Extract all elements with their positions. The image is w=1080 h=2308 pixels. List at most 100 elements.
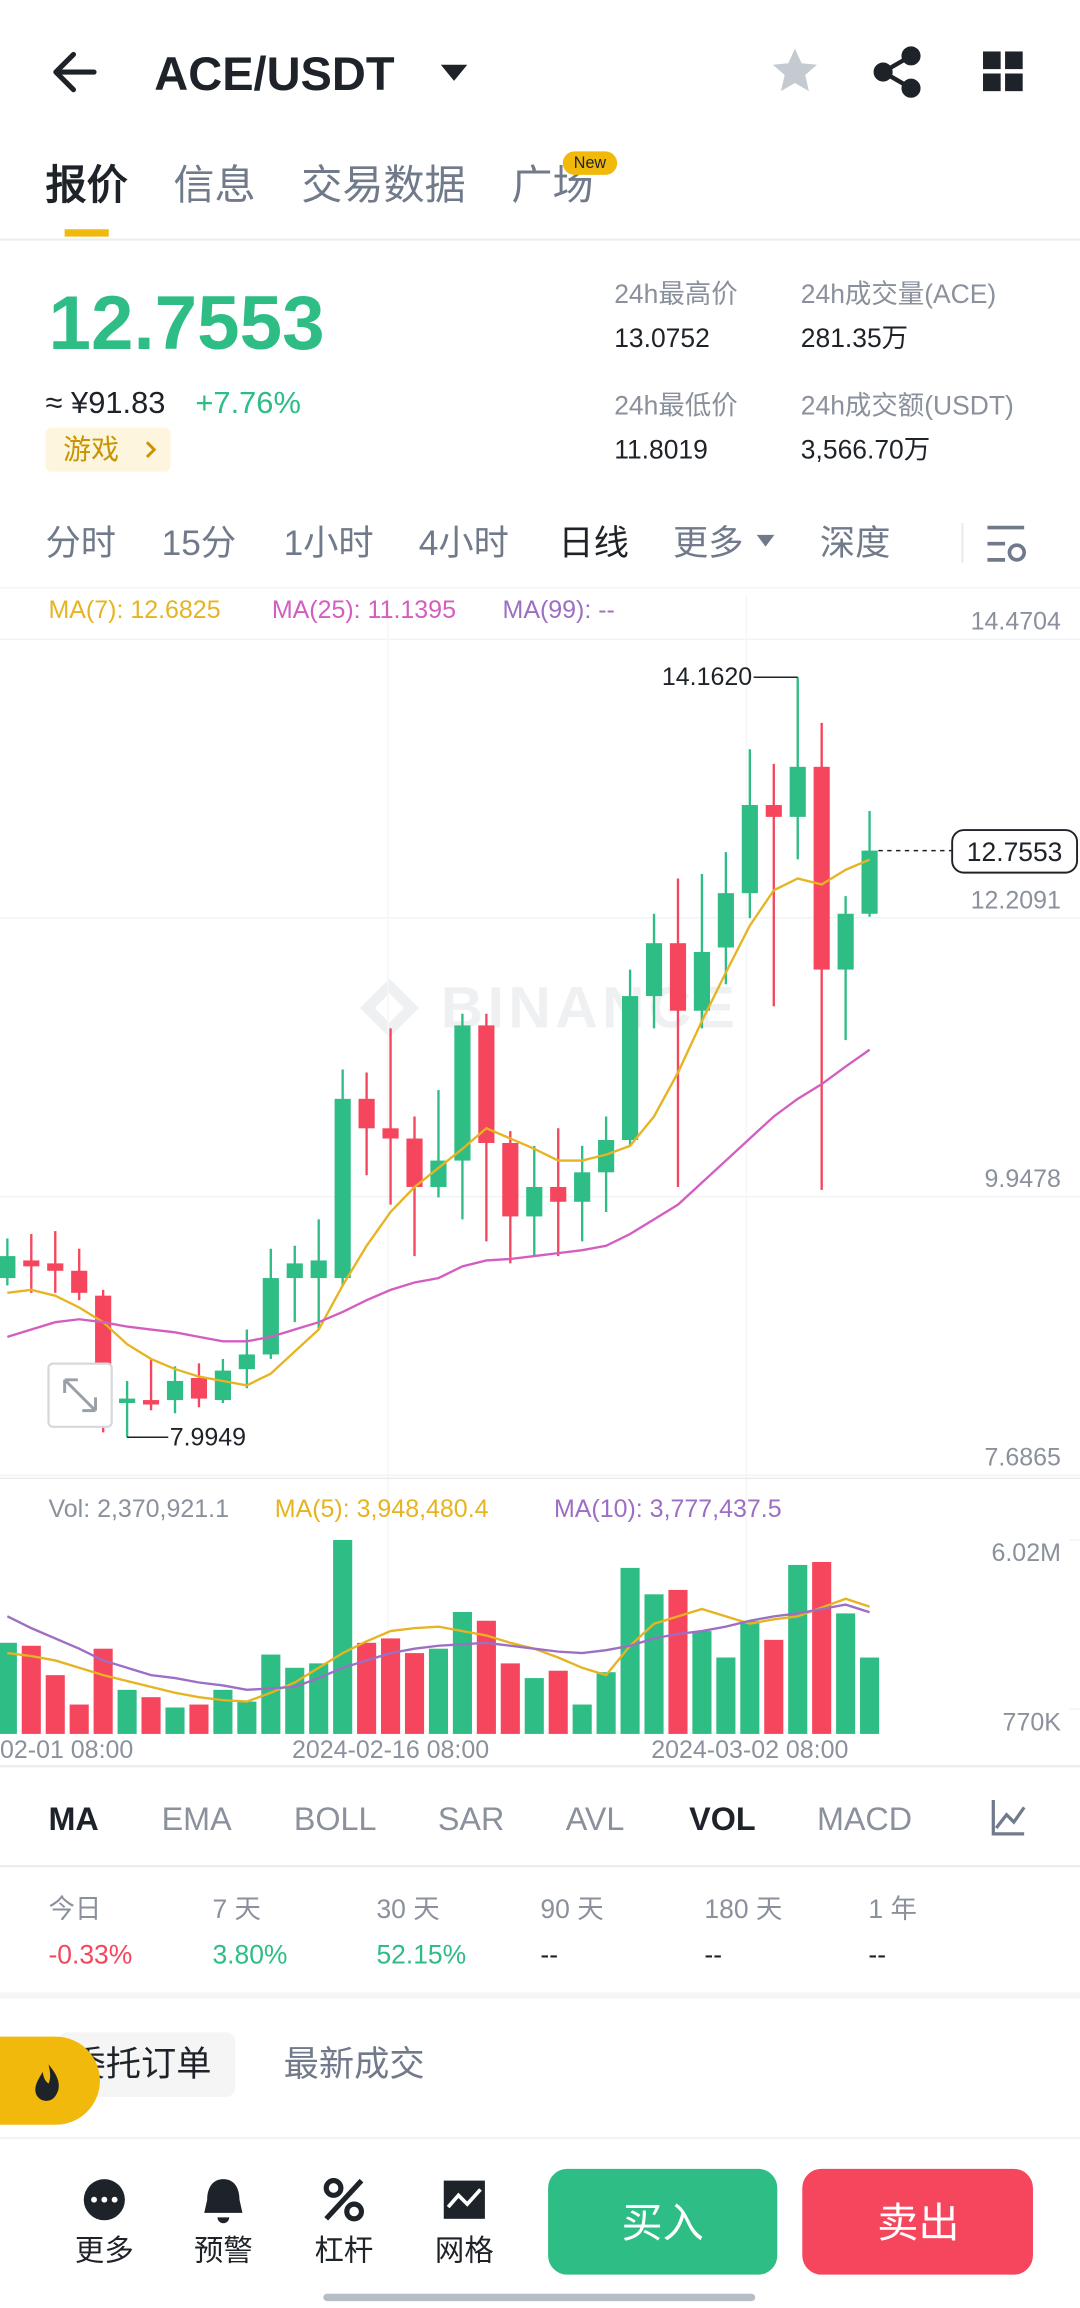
tab[interactable]: 报价 xyxy=(46,162,129,208)
indicator-tab[interactable]: SAR xyxy=(438,1801,504,1837)
last-price: 12.7553 xyxy=(48,281,324,366)
volume-bar xyxy=(452,1611,472,1734)
favorite-star[interactable] xyxy=(772,48,817,92)
volume-bar xyxy=(428,1648,449,1734)
stat-label: 24h最高价 xyxy=(614,279,737,309)
volume-bar xyxy=(860,1657,880,1734)
margin-icon[interactable] xyxy=(323,2178,365,2222)
interval-tab[interactable]: 15分 xyxy=(162,524,236,563)
interval-tab[interactable]: 更多 xyxy=(673,524,743,563)
last-price-box xyxy=(951,829,1079,874)
candle-body xyxy=(238,1354,255,1370)
grid-icon[interactable] xyxy=(443,2180,485,2219)
volume-bar xyxy=(692,1631,712,1734)
ma-line xyxy=(7,1048,871,1343)
candle-body xyxy=(598,1140,615,1173)
expand-button[interactable] xyxy=(47,1362,113,1428)
candle-body xyxy=(693,951,711,1011)
interval-tab[interactable]: 深度 xyxy=(820,524,891,563)
candle-body xyxy=(861,850,878,914)
candle-body xyxy=(837,913,854,970)
category-tag-text[interactable]: 游戏 xyxy=(63,434,119,465)
low-label: 7.9949 xyxy=(170,1423,246,1451)
indicator-tab[interactable]: VOL xyxy=(689,1801,755,1837)
performance-value: -- xyxy=(868,1939,886,1969)
performance-value: -- xyxy=(704,1939,722,1969)
volume-bar xyxy=(117,1689,137,1734)
candle-body xyxy=(334,1098,351,1279)
home-indicator xyxy=(323,2293,756,2302)
x-tick-label: 02-01 08:00 xyxy=(0,1736,133,1764)
volume-bar xyxy=(524,1678,544,1734)
volume-bar xyxy=(333,1539,353,1734)
candle-body xyxy=(789,766,806,817)
interval-tab[interactable]: 4小时 xyxy=(419,524,509,563)
candle-body xyxy=(406,1138,423,1187)
volume-bar xyxy=(740,1620,760,1734)
tag-chevron xyxy=(145,441,157,459)
nav-label[interactable]: 网格 xyxy=(435,2235,494,2268)
volume-bar xyxy=(668,1589,688,1734)
volume-ma-line xyxy=(7,1597,870,1703)
volume-bar xyxy=(404,1653,425,1734)
high-label: 14.1620 xyxy=(662,663,752,691)
buy-button-text[interactable]: 买入 xyxy=(622,2200,704,2246)
y-tick-label: 14.4704 xyxy=(971,608,1061,636)
indicator-tab[interactable]: MA xyxy=(48,1801,98,1837)
more-dropdown[interactable] xyxy=(756,534,775,547)
candle-body xyxy=(71,1270,88,1293)
more-icon[interactable] xyxy=(83,2179,125,2221)
performance-value: 52.15% xyxy=(376,1939,466,1969)
nav-label[interactable]: 更多 xyxy=(75,2235,134,2268)
last-price-label: 12.7553 xyxy=(967,837,1063,867)
indicator-settings[interactable] xyxy=(991,1800,1026,1836)
stat-value: 3,566.70万 xyxy=(801,435,930,465)
nav-label[interactable]: 杠杆 xyxy=(314,2235,373,2268)
volume-bar xyxy=(213,1689,233,1734)
volume-bar xyxy=(764,1639,784,1734)
volume-bar xyxy=(644,1594,664,1734)
candle-body xyxy=(262,1278,279,1355)
volume-bar xyxy=(500,1663,520,1734)
nav-label[interactable]: 预警 xyxy=(194,2235,253,2268)
performance-value: 3.80% xyxy=(212,1939,287,1969)
sell-button[interactable] xyxy=(802,2168,1033,2275)
volume-bar xyxy=(381,1638,401,1734)
volume-bar xyxy=(620,1567,640,1734)
candle-body xyxy=(550,1186,567,1202)
share-button[interactable] xyxy=(873,46,921,98)
volume-bar xyxy=(165,1707,185,1734)
interval-tab[interactable]: 分时 xyxy=(46,524,117,563)
sell-button-text[interactable]: 卖出 xyxy=(877,2200,959,2246)
indicator-tab[interactable]: AVL xyxy=(566,1801,625,1837)
order-tab[interactable]: 最新成交 xyxy=(284,2045,425,2084)
tab[interactable]: 信息 xyxy=(173,162,255,208)
pair-title[interactable]: ACE/USDT xyxy=(154,47,395,100)
back-button[interactable] xyxy=(53,51,97,93)
chart-settings[interactable] xyxy=(987,525,1026,562)
indicator-tab[interactable]: EMA xyxy=(162,1801,232,1837)
candle-body xyxy=(358,1098,375,1129)
indicator-tab[interactable]: MACD xyxy=(817,1801,912,1837)
indicator-tab[interactable]: BOLL xyxy=(294,1801,377,1837)
change-percent: +7.76% xyxy=(195,385,300,420)
tab[interactable]: 交易数据 xyxy=(301,162,466,208)
y-tick-label: 12.2091 xyxy=(971,886,1061,914)
stat-label: 24h最低价 xyxy=(614,391,737,421)
layout-button[interactable] xyxy=(983,51,1023,92)
candle-body xyxy=(382,1128,399,1139)
performance-value: -0.33% xyxy=(48,1939,132,1969)
volume-bar xyxy=(21,1645,41,1734)
fire-icon xyxy=(35,2064,59,2101)
pair-dropdown[interactable] xyxy=(440,64,468,81)
alert-icon[interactable] xyxy=(204,2179,243,2224)
buy-button[interactable] xyxy=(548,2168,778,2275)
volume-bar xyxy=(788,1564,808,1734)
interval-tab[interactable]: 1小时 xyxy=(284,524,374,563)
order-tab-active[interactable] xyxy=(58,2032,236,2097)
candle-body xyxy=(166,1380,184,1401)
category-tag[interactable] xyxy=(45,427,171,472)
interval-tab[interactable]: 日线 xyxy=(558,524,628,563)
performance-label: 90 天 xyxy=(540,1894,603,1924)
new-badge-text: New xyxy=(574,154,607,172)
